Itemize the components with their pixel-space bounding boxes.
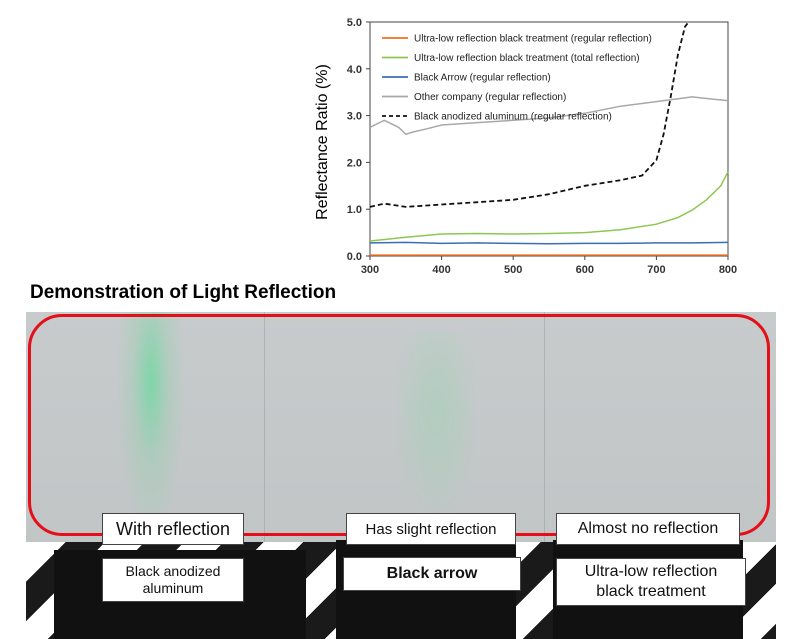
y-tick-label: 2.0 (347, 157, 362, 169)
highlight-frame (28, 314, 770, 536)
x-tick-label: 600 (576, 264, 594, 276)
label-black-arrow: Black arrow (343, 557, 521, 591)
x-tick-label: 300 (361, 264, 379, 276)
legend-label-3: Other company (regular reflection) (414, 92, 566, 103)
y-axis-label: Reflectance Ratio (%) (314, 64, 331, 220)
x-tick-label: 400 (432, 264, 450, 276)
demo-heading: Demonstration of Light Reflection (30, 282, 337, 303)
label-with-reflection: With reflection (102, 513, 244, 545)
panel-seam (544, 312, 545, 542)
label-ultra-low: Ultra-low reflection black treatment (556, 558, 746, 606)
x-tick-label: 500 (504, 264, 522, 276)
series-line-4 (369, 21, 690, 208)
legend-label-2: Black Arrow (regular reflection) (414, 73, 551, 84)
label-black-anodized: Black anodized aluminum (102, 558, 244, 602)
reflection-glow-slight (391, 332, 481, 532)
y-tick-label: 4.0 (347, 64, 362, 76)
reflection-glow-strong (116, 312, 186, 542)
y-axis-title: Reflectance Ratio (%) (314, 64, 331, 220)
series-line-3 (369, 96, 729, 136)
y-tick-label: 1.0 (347, 204, 362, 216)
legend-label-0: Ultra-low reflection black treatment (re… (414, 34, 652, 45)
panel-seam (264, 312, 265, 542)
x-tick-label: 800 (719, 264, 737, 276)
reflectance-chart: 300 400 500 600 700 800 0.0 1.0 2.0 3.0 4.0 5.0 Ultr… (347, 17, 737, 276)
y-tick-label: 0.0 (347, 251, 362, 263)
y-tick-label: 3.0 (347, 111, 362, 123)
x-tick-label: 700 (647, 264, 665, 276)
label-slight-reflection: Has slight reflection (346, 513, 516, 545)
plot-area (369, 21, 729, 257)
series-line-1 (369, 171, 729, 242)
legend-label-1: Ultra-low reflection black treatment (to… (414, 53, 640, 64)
series-line-2 (369, 241, 729, 245)
legend-label-4: Black anodized aluminum (regular reflect… (414, 112, 612, 123)
label-no-reflection: Almost no reflection (556, 513, 740, 545)
y-tick-label: 5.0 (347, 17, 362, 29)
